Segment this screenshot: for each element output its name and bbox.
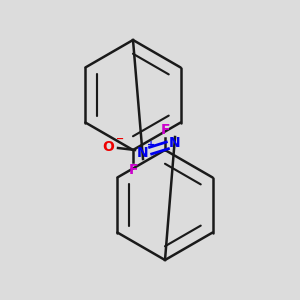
Text: +: + bbox=[147, 140, 155, 150]
Text: F: F bbox=[160, 123, 170, 137]
Text: −: − bbox=[116, 134, 124, 144]
Text: F: F bbox=[128, 163, 138, 177]
Text: O: O bbox=[102, 140, 114, 154]
Text: N: N bbox=[137, 146, 149, 160]
Text: N: N bbox=[169, 136, 181, 150]
